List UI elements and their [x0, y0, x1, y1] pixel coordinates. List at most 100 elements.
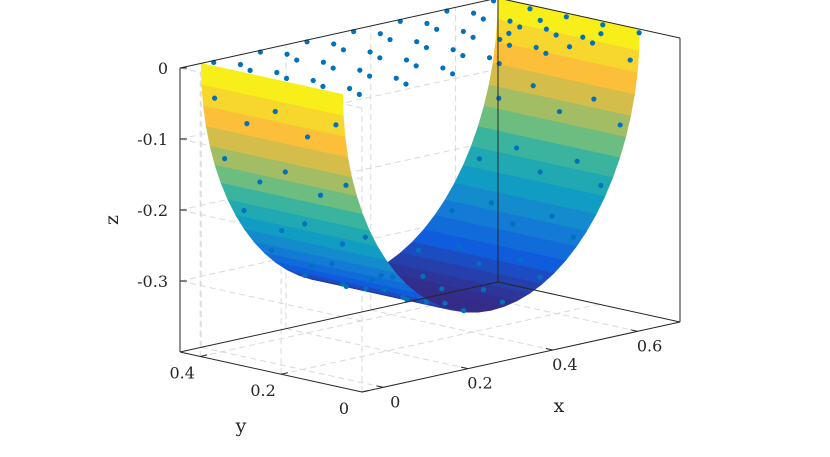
surface-marker [362, 234, 368, 240]
surface-patch [258, 96, 275, 122]
x-tick [630, 329, 638, 332]
surface-marker [317, 192, 324, 198]
surface-marker [488, 200, 494, 206]
surface-marker [369, 276, 375, 283]
y-tick-label: 0.2 [250, 381, 275, 400]
surface-marker [476, 261, 482, 267]
plane-marker [543, 50, 549, 56]
surface-marker [302, 272, 308, 279]
surface-marker [268, 247, 274, 253]
surface-patch [243, 72, 259, 98]
box-edge [179, 281, 499, 353]
plane-marker [274, 69, 280, 76]
plane-marker [367, 49, 373, 55]
plane-marker [330, 65, 336, 71]
plane-marker [480, 16, 486, 22]
x-tick [461, 366, 469, 370]
surface-marker [556, 108, 563, 115]
plane-marker [320, 59, 327, 65]
surface-marker [449, 207, 455, 214]
surface-marker [212, 95, 218, 101]
surface-patch [271, 78, 288, 104]
surface-marker [456, 243, 463, 250]
surface-marker [591, 96, 597, 102]
x-tick [376, 385, 384, 388]
z-tick-label: -0.2 [137, 201, 168, 220]
surface-marker [627, 57, 633, 63]
plane-marker [283, 75, 290, 81]
surface-marker [423, 299, 429, 305]
x-tick-label: 0.2 [467, 374, 492, 393]
plane-marker [331, 41, 337, 47]
plane-marker [414, 39, 420, 45]
surface-marker [537, 169, 543, 175]
surface-marker [244, 121, 250, 127]
surface-marker [420, 273, 426, 279]
surface-marker [530, 83, 536, 89]
plane-marker [237, 61, 244, 68]
grid-line [201, 346, 384, 388]
plane-marker [580, 34, 586, 40]
x-tick-label: 0 [390, 392, 400, 411]
surface-patch [567, 13, 584, 39]
x-tick-label: 0.6 [637, 336, 662, 355]
surface-marker [302, 221, 308, 227]
surface-marker [499, 299, 506, 305]
surface-marker [415, 247, 422, 254]
surface-patch [608, 44, 626, 71]
z-tick-label: -0.1 [137, 130, 168, 149]
grid-line [281, 303, 600, 375]
surface-marker [363, 286, 369, 292]
y-axis-line [179, 351, 363, 393]
plane-marker [347, 85, 353, 92]
surface-patch [229, 90, 247, 116]
surface-marker [390, 274, 396, 280]
z-tick-label: -0.3 [137, 272, 168, 291]
surface-marker [598, 182, 604, 188]
surface-marker [400, 294, 406, 300]
plane-marker [600, 22, 606, 28]
plane-marker [377, 31, 383, 37]
plane-marker [413, 63, 419, 69]
surface-patch [514, 280, 543, 294]
grid-line [285, 328, 469, 370]
plane-marker [377, 55, 383, 61]
plane-marker [434, 26, 440, 32]
surface-marker [343, 182, 349, 188]
surface-marker [282, 169, 288, 175]
plane-marker [310, 77, 316, 84]
plane-marker [356, 91, 362, 97]
surface-marker [570, 234, 577, 240]
surface-patch [511, 0, 527, 27]
surface-patch [200, 62, 217, 89]
plane-marker [340, 47, 347, 53]
plane-marker [450, 47, 456, 53]
surface-marker [442, 300, 448, 306]
surface-patch [314, 109, 332, 135]
surface-marker [404, 297, 410, 303]
plane-marker [460, 52, 466, 59]
plane-marker [320, 83, 326, 89]
surface-marker [329, 261, 335, 267]
surface-marker [381, 287, 387, 293]
y-tick-label: 0 [339, 399, 349, 418]
plane-marker [471, 10, 477, 16]
surface-marker [566, 44, 573, 50]
plane-marker [527, 6, 533, 12]
surface-patch [594, 41, 611, 67]
plane-marker [553, 32, 559, 38]
surface-patch [243, 93, 261, 119]
grid-line [179, 280, 363, 322]
surface-patch [330, 133, 349, 159]
plane-marker [533, 44, 539, 51]
surface-patch [610, 22, 626, 49]
surface-marker [617, 122, 623, 128]
surface-marker [513, 145, 520, 151]
surface-patch [537, 28, 555, 55]
surface-marker [378, 272, 384, 279]
surface-patch [314, 87, 330, 114]
tick-labels: 0 0.2 0.4 0.6 0 0.2 0.4 0 -0.1 -0.2 -0.3 [137, 59, 662, 418]
plane-marker [247, 67, 253, 73]
plane-marker [387, 36, 393, 43]
plane-marker [393, 75, 399, 81]
